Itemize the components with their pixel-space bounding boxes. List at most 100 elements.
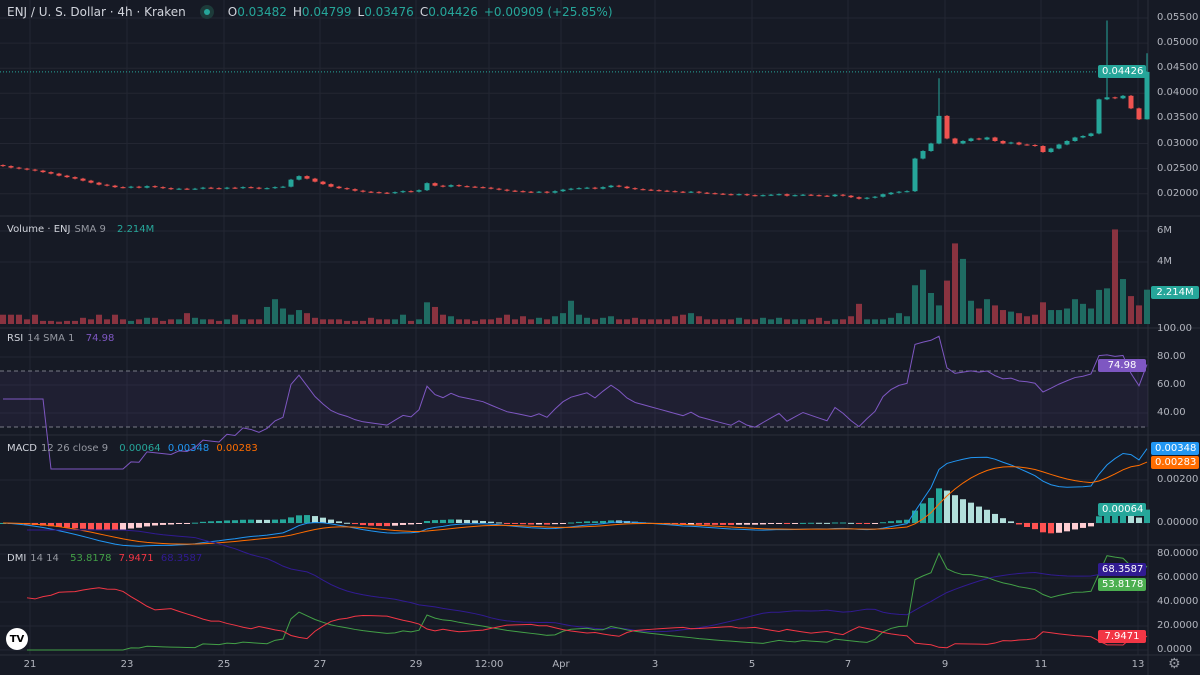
candle-body [976,138,982,140]
symbol-title[interactable]: ENJ / U. S. Dollar · 4h · Kraken [7,5,186,19]
candle-body [1024,144,1030,146]
macd-histogram-bar [600,520,606,523]
volume-bar [344,320,350,324]
candle-body [696,191,702,193]
macd-histogram-bar [544,523,550,525]
price-axis-label: 0.04500 [1157,62,1199,74]
macd-histogram-bar [216,520,222,523]
volume-bar [928,293,934,324]
candle-body [984,137,990,140]
macd-histogram-bar [408,523,414,525]
candle-body [344,188,350,190]
candle-body [376,192,382,194]
volume-bar [384,319,390,324]
macd-histogram-bar [768,523,774,524]
price-tag: 0.04426 [1098,65,1146,78]
volume-bar [320,319,326,324]
candle-body [496,188,502,190]
macd-histogram-bar [1040,523,1046,533]
macd-histogram-bar [128,523,134,529]
macd-histogram-bar [880,522,886,524]
candle-body [432,183,438,186]
macd-histogram-bar [1088,523,1094,527]
candle-body [136,186,142,188]
macd-histogram-bar [136,523,142,528]
volume-legend[interactable]: Volume · ENJ SMA 9 2.214M [7,224,155,235]
gear-icon[interactable]: ⚙ [1168,656,1181,672]
candle-body [920,151,926,159]
rsi-axis-label: 40.00 [1157,407,1186,418]
volume-bar [520,316,526,324]
volume-bar [8,314,14,324]
candle-body [320,181,326,185]
volume-bar [280,308,286,324]
macd-histogram-bar [432,520,438,523]
candle-body [168,188,174,190]
dmi-axis-label: 60.0000 [1157,572,1199,583]
candle-body [104,184,110,186]
candle-body [592,187,598,189]
rsi-legend[interactable]: RSI 14 SMA 1 74.98 [7,333,115,344]
volume-bar [544,319,550,324]
volume-bar [976,308,982,324]
candle-body [808,194,814,196]
macd-histogram-bar [1072,523,1078,530]
macd-histogram-bar [1056,523,1062,533]
symbol-header: ENJ / U. S. Dollar · 4h · Kraken O0.0348… [7,5,613,19]
rsi-tag: 74.98 [1098,359,1146,372]
volume-bar [192,317,198,324]
volume-bar [328,319,334,324]
volume-bar [128,320,134,324]
time-label: 9 [941,659,949,670]
rsi-axis-label: 60.00 [1157,379,1186,390]
tradingview-logo[interactable]: TV [6,628,28,650]
macd-histogram-bar [816,522,822,524]
macd-histogram-bar [456,519,462,523]
macd-histogram-bar [800,522,806,524]
macd-histogram-bar [48,523,54,527]
candle-body [312,178,318,182]
macd-histogram-bar [392,523,398,526]
price-axis-label: 0.04000 [1157,87,1199,99]
volume-bar [72,320,78,324]
volume-bar [1128,296,1134,324]
candle-body [1056,144,1062,149]
macd-legend[interactable]: MACD 12 26 close 9 0.00064 0.00348 0.0028… [7,443,258,454]
volume-bar [848,316,854,324]
dmi-legend[interactable]: DMI 14 14 53.8178 7.9471 68.3587 [7,553,203,564]
candle-body [488,187,494,189]
macd-histogram-bar [784,523,790,524]
volume-tag: 2.214M [1151,286,1199,299]
candle-body [1040,146,1046,153]
volume-bar [608,316,614,324]
volume-bar [104,319,110,324]
candle-body [600,187,606,189]
candle-body [640,189,646,191]
candle-body [184,188,190,190]
rsi-band [0,371,1148,427]
macd-histogram-bar [1024,523,1030,527]
candle-body [840,194,846,196]
volume-bar [312,317,318,324]
minus-di-tag: 7.9471 [1098,630,1146,643]
volume-bar [304,313,310,324]
candle-body [504,189,510,191]
volume-bar [1008,311,1014,324]
volume-bar [1088,308,1094,324]
volume-bar [896,313,902,324]
candle-body [896,191,902,193]
volume-bar [816,317,822,324]
macd-histogram-bar [520,523,526,525]
volume-bar [144,317,150,324]
macd-histogram-bar [1136,517,1142,523]
macd-histogram-bar [248,519,254,523]
macd-histogram-bar [792,523,798,524]
macd-histogram-bar [88,523,94,530]
macd-histogram-bar [832,522,838,524]
volume-bar [992,305,998,324]
candle-body [1016,142,1022,145]
candle-body [0,165,6,167]
volume-bar [112,314,118,324]
candle-body [520,191,526,193]
